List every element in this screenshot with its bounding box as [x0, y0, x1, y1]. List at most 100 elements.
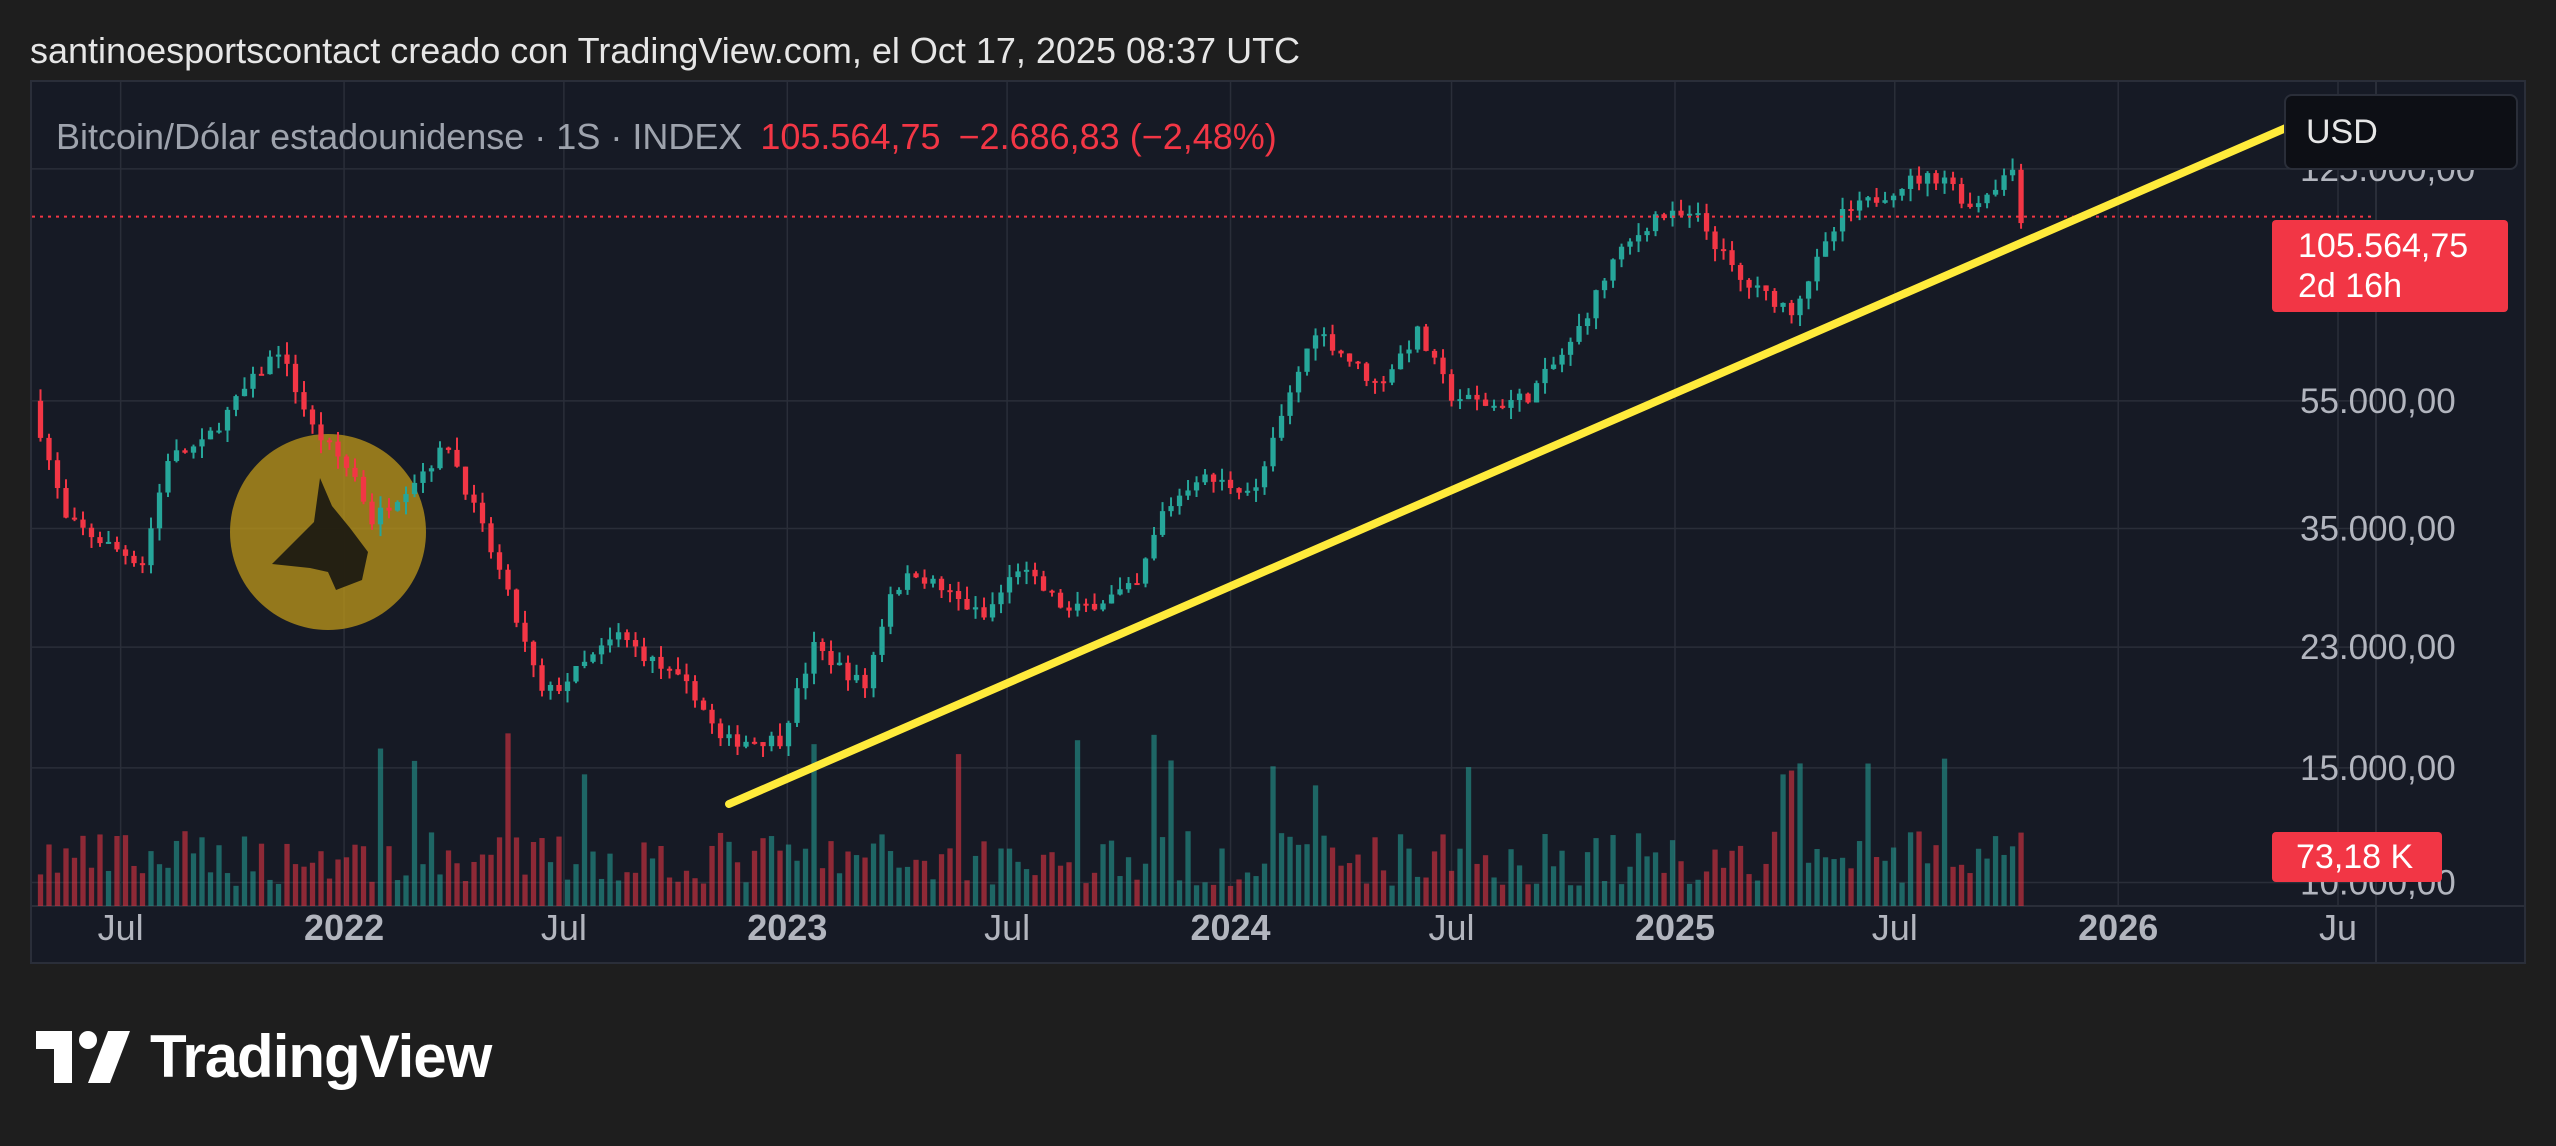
candle-body: [1618, 246, 1625, 260]
candle-body: [1270, 437, 1276, 467]
candle-body: [216, 430, 222, 433]
volume-bar: [1805, 862, 1812, 906]
candle-body: [190, 446, 197, 453]
volume-bar: [683, 870, 690, 906]
symbol-name[interactable]: Bitcoin/Dólar estadounidense · 1S · INDE…: [56, 116, 743, 157]
candle-body: [930, 578, 936, 584]
volume-bar: [1278, 833, 1285, 906]
bar-countdown: 2d 16h: [2298, 267, 2402, 305]
volume-bar: [1992, 836, 1999, 906]
candle-body: [1202, 474, 1208, 483]
volume-bar: [369, 881, 375, 906]
volume-bar: [1210, 884, 1217, 906]
candle-body: [921, 577, 928, 584]
candle-body: [1567, 341, 1574, 355]
volume-bar: [182, 831, 188, 906]
time-axis[interactable]: Jul 2022 Jul 2023 Jul 2024 Jul 2025 Jul 2026 Ju: [98, 907, 2357, 948]
volume-bar: [709, 845, 715, 906]
time-tick-label: Jul: [1429, 907, 1475, 948]
candle-body: [2001, 175, 2007, 190]
candle-body: [1856, 200, 1863, 211]
candle-body: [981, 607, 987, 618]
volume-bar: [1499, 884, 1506, 906]
last-price-tag: 105.564,75 2d 16h: [2272, 220, 2508, 312]
chart-panel[interactable]: 125.000,0055.000,0035.000,0023.000,0015.…: [30, 80, 2526, 964]
volume-bar: [700, 883, 707, 906]
candle-body: [1227, 479, 1234, 489]
volume-bar: [165, 867, 171, 906]
candle-body: [1066, 607, 1072, 611]
candle-body: [1210, 474, 1217, 482]
candle-body: [1151, 534, 1157, 559]
candle-body: [1321, 334, 1327, 337]
volume-bar: [581, 774, 588, 906]
volume-bar: [1176, 880, 1183, 906]
volume-bar: [1686, 883, 1693, 906]
candle-body: [1355, 361, 1361, 364]
volume-bar: [1261, 863, 1268, 906]
volume-bar: [1423, 877, 1429, 906]
candle-body: [1397, 353, 1404, 370]
volume-bar: [1729, 850, 1735, 906]
candle-body: [700, 700, 707, 710]
currency-selector[interactable]: USD: [2284, 94, 2518, 170]
volume-bar: [1355, 854, 1361, 906]
price-tag-value: 105.564,75: [2298, 227, 2469, 265]
candle-body: [1193, 482, 1200, 491]
candle-body: [1168, 506, 1174, 512]
volume-bar: [156, 864, 163, 906]
volume-bar: [1057, 865, 1064, 906]
candle-body: [955, 591, 962, 600]
volume-bar: [896, 867, 902, 906]
volume-bar: [496, 837, 503, 906]
volume-bar: [411, 760, 418, 906]
volume-bar: [326, 878, 333, 906]
volume-bar: [360, 846, 367, 906]
candle-body: [1040, 576, 1047, 591]
volume-bar: [1652, 852, 1659, 906]
candle-body: [1091, 603, 1098, 610]
candle-body: [182, 450, 188, 453]
candle-body: [887, 594, 894, 627]
volume-bars: [37, 733, 2024, 906]
candle-body: [394, 502, 401, 511]
volume-bar: [1151, 734, 1157, 906]
volume-bar: [258, 843, 265, 906]
candle-body: [513, 589, 520, 623]
candle-body: [1576, 326, 1582, 342]
candle-body: [1338, 350, 1344, 354]
volume-bar: [1618, 884, 1625, 906]
time-tick-label: 2024: [1190, 907, 1270, 948]
trendline[interactable]: [725, 117, 2306, 809]
candle-body: [845, 662, 851, 681]
candle-body: [1916, 175, 1922, 184]
volume-bar: [1134, 879, 1140, 906]
candle-body: [794, 688, 800, 723]
candle-body: [148, 528, 154, 566]
candle-body: [658, 656, 664, 669]
candle-body: [1848, 209, 1854, 212]
candle-body: [1559, 354, 1565, 365]
volume-bar: [1584, 852, 1591, 906]
candle-body: [734, 734, 741, 747]
volume-bar: [420, 864, 426, 906]
volume-bar: [207, 872, 214, 906]
volume-bar: [1890, 847, 1897, 906]
candle-body: [1465, 394, 1472, 400]
volume-bar: [1440, 834, 1446, 906]
tradingview-logo: TradingView: [36, 1022, 492, 1091]
volume-bar: [1108, 840, 1115, 906]
candle-body: [505, 569, 511, 590]
volume-bar: [879, 834, 885, 906]
price-chart[interactable]: 125.000,0055.000,0035.000,0023.000,0015.…: [32, 82, 2524, 962]
candle-body: [156, 492, 163, 529]
candle-body: [1074, 603, 1081, 611]
volume-bar: [1227, 885, 1234, 906]
volume-bar: [105, 870, 112, 906]
time-tick-label: Jul: [98, 907, 144, 948]
candle-body: [1363, 363, 1370, 381]
jackal-head-icon: [272, 478, 368, 590]
candle-body: [1831, 231, 1837, 242]
volume-bar: [2001, 854, 2007, 906]
volume-bar: [309, 862, 316, 906]
